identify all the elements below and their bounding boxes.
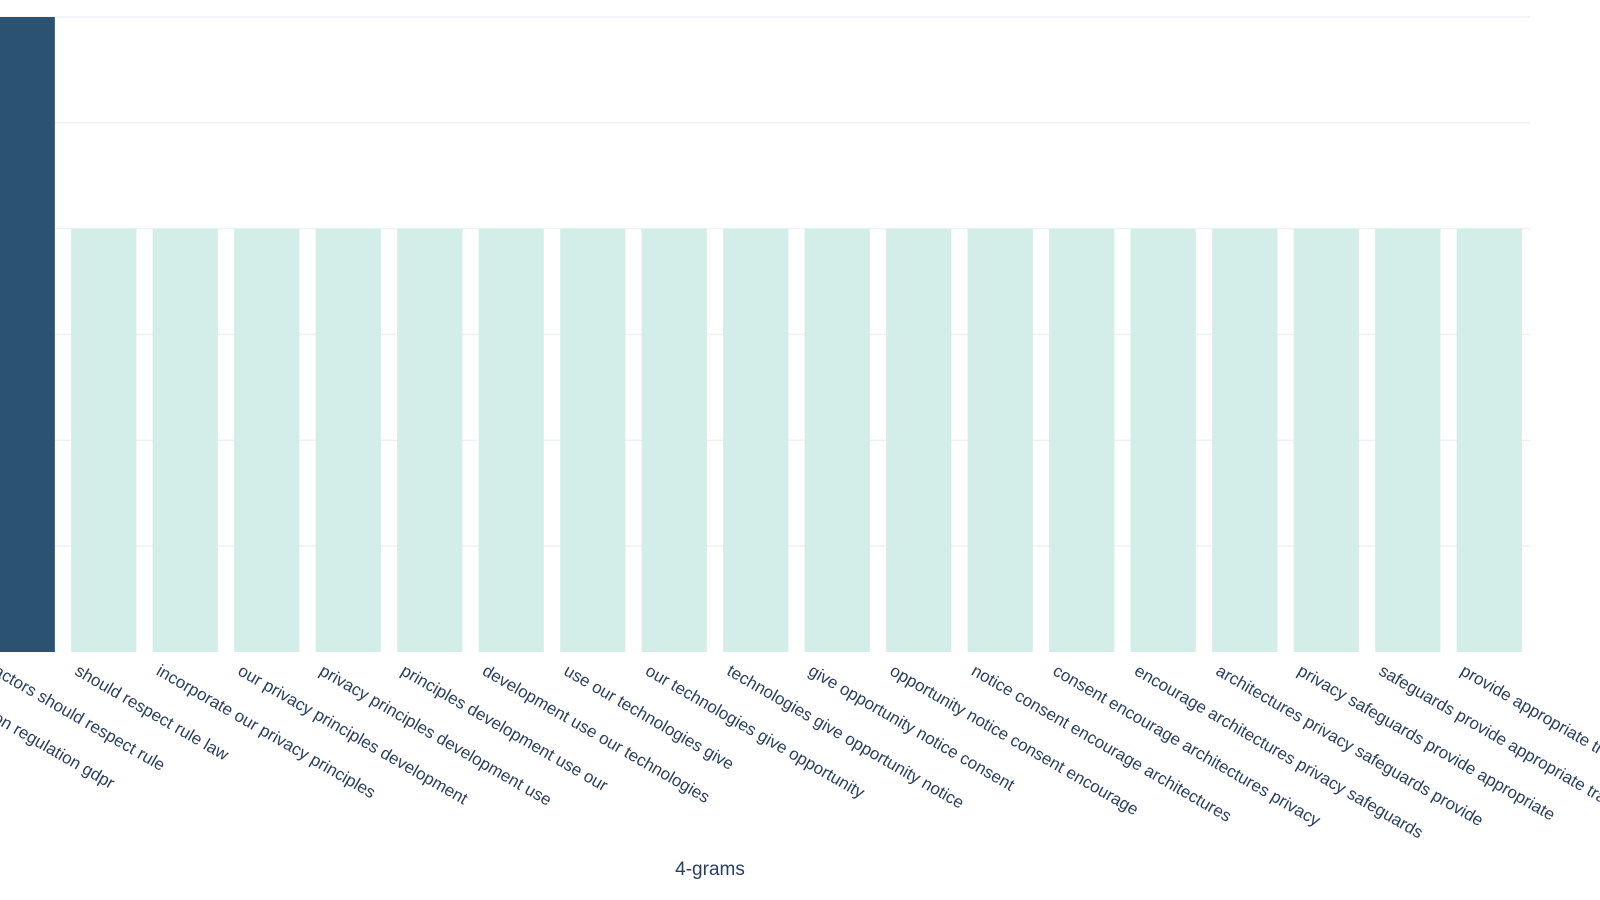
- bar[interactable]: [723, 228, 789, 652]
- bar[interactable]: [1130, 228, 1196, 652]
- bar[interactable]: [641, 228, 707, 652]
- bar[interactable]: [886, 228, 952, 652]
- bar[interactable]: [1375, 228, 1441, 652]
- bar[interactable]: [967, 228, 1033, 652]
- bar[interactable]: [397, 228, 463, 652]
- bar[interactable]: [1049, 228, 1115, 652]
- bar[interactable]: [71, 228, 137, 652]
- bar[interactable]: [804, 228, 870, 652]
- bar[interactable]: [560, 228, 626, 652]
- bars: [0, 17, 1522, 652]
- bar[interactable]: [478, 228, 544, 652]
- bar[interactable]: [1212, 228, 1278, 652]
- bar[interactable]: [0, 17, 55, 652]
- bar[interactable]: [315, 228, 381, 652]
- bar[interactable]: [234, 228, 300, 652]
- bar[interactable]: [1293, 228, 1359, 652]
- bar[interactable]: [1456, 228, 1522, 652]
- x-axis-title: 4-grams: [675, 859, 745, 880]
- bar[interactable]: [152, 228, 218, 652]
- x-tick-label: encourage architectures privacy safeguar…: [1131, 661, 1426, 842]
